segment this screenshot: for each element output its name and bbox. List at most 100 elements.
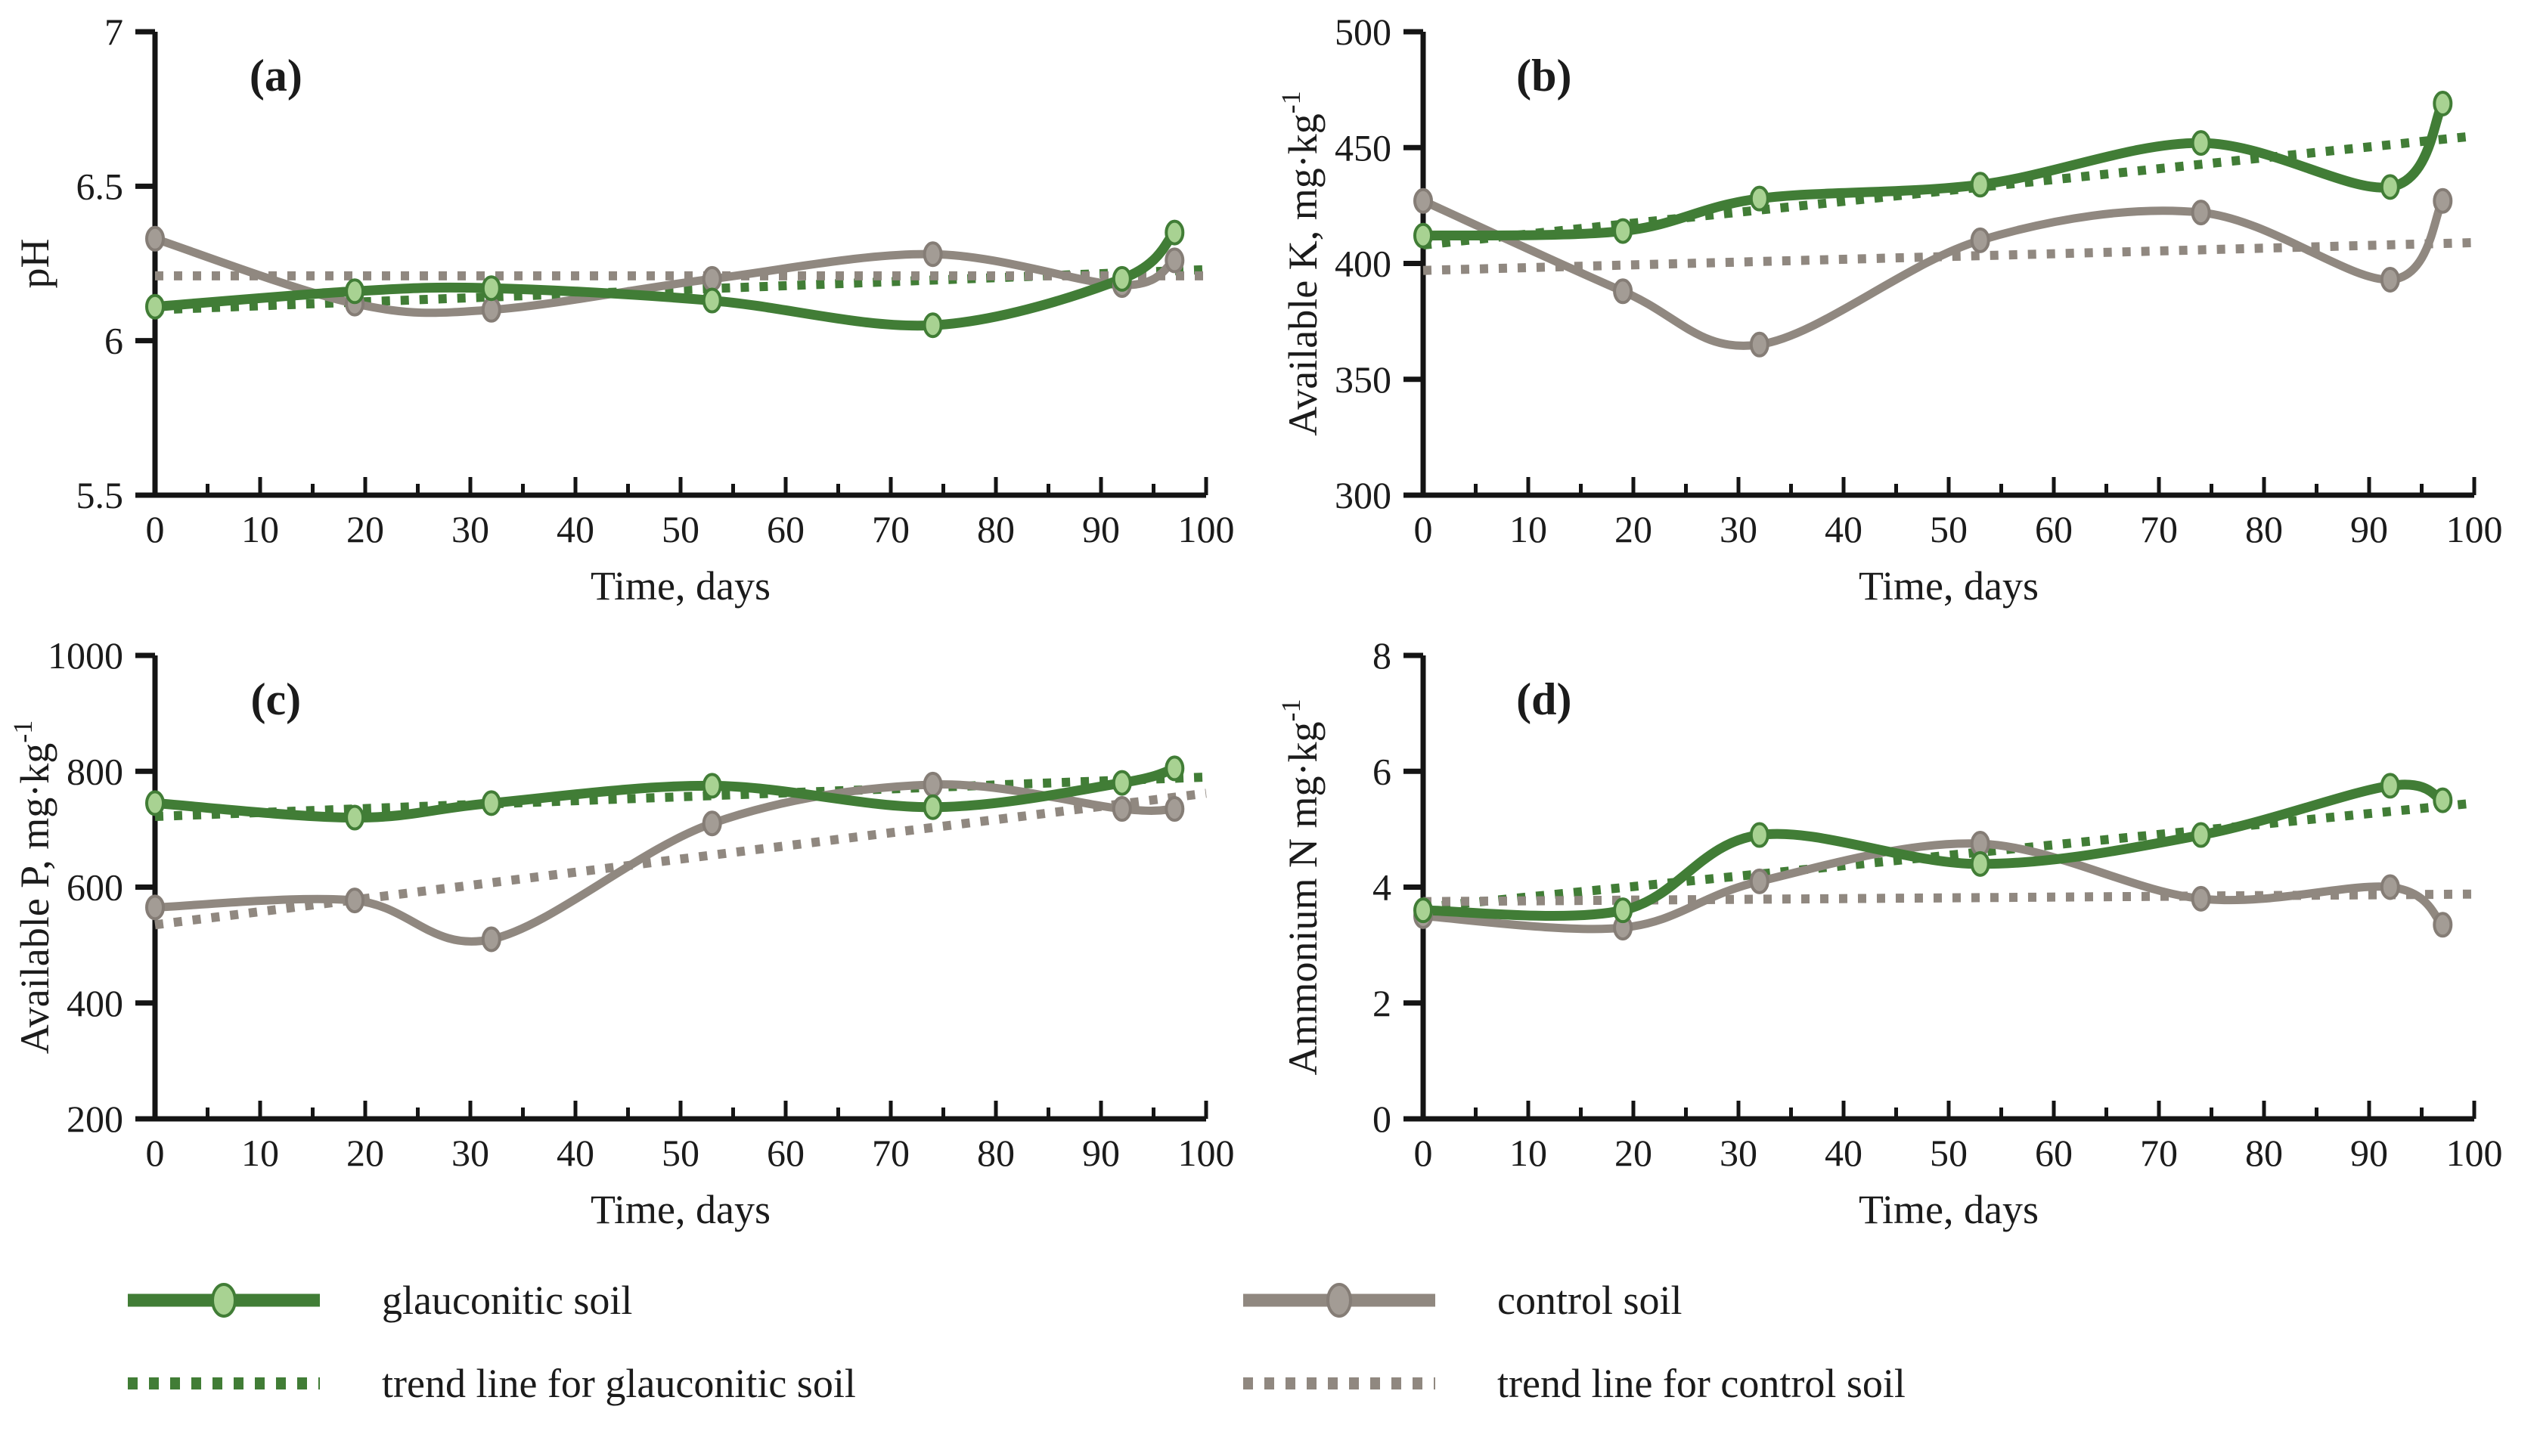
x-axis-ticks: 0 10 20 30 40 50 60 70 80 90 100 bbox=[146, 477, 1235, 550]
x-tick-label: 30 bbox=[451, 1132, 489, 1174]
data-point-marker bbox=[2433, 912, 2453, 938]
data-point-marker bbox=[1970, 172, 1990, 198]
data-point-marker bbox=[2191, 200, 2211, 226]
y-tick-label: 400 bbox=[1335, 243, 1391, 285]
data-point-marker bbox=[1970, 850, 1990, 877]
x-tick-label: 90 bbox=[1082, 1132, 1120, 1174]
y-axis-ticks: 5.5 6 6.5 7 bbox=[76, 11, 155, 516]
data-point-marker bbox=[1112, 265, 1132, 292]
glauconitic-solid-line-swatch bbox=[128, 1283, 320, 1318]
control-solid-line-swatch bbox=[1243, 1283, 1435, 1318]
x-tick-label: 20 bbox=[346, 508, 384, 550]
x-tick-label: 90 bbox=[2350, 1132, 2388, 1174]
legend-label: trend line for glauconitic soil bbox=[382, 1361, 856, 1406]
data-point-marker bbox=[1165, 796, 1185, 822]
x-axis-ticks: 0 10 20 30 40 50 60 70 80 90 100 bbox=[1414, 1101, 2503, 1174]
x-tick-label: 80 bbox=[2245, 1132, 2283, 1174]
y-axis-title: Available K, mg·kg-1 bbox=[1276, 91, 1326, 435]
axis-lines bbox=[152, 32, 1206, 498]
panel-letter: (d) bbox=[1516, 674, 1571, 724]
data-point-marker bbox=[1112, 796, 1132, 822]
x-tick-label: 100 bbox=[2446, 1132, 2503, 1174]
series-markers-control bbox=[1413, 187, 2453, 358]
x-tick-label: 40 bbox=[1825, 508, 1862, 550]
data-point-marker bbox=[923, 794, 943, 820]
x-tick-label: 40 bbox=[1825, 1132, 1862, 1174]
data-point-marker bbox=[1413, 222, 1433, 249]
data-point-marker bbox=[2433, 187, 2453, 214]
x-tick-label: 20 bbox=[1614, 1132, 1652, 1174]
trend-line-glauconitic bbox=[1422, 798, 2475, 912]
data-point-marker bbox=[481, 275, 501, 302]
x-tick-label: 70 bbox=[872, 1132, 910, 1174]
x-axis-ticks: 0 10 20 30 40 50 60 70 80 90 100 bbox=[146, 1101, 1235, 1174]
data-point-marker bbox=[1970, 227, 1990, 253]
x-tick-label: 70 bbox=[2140, 1132, 2178, 1174]
x-tick-label: 40 bbox=[557, 508, 594, 550]
legend: glauconitic soil trend line for glauconi… bbox=[0, 1247, 2537, 1415]
x-tick-label: 90 bbox=[1082, 508, 1120, 550]
x-axis-title: Time, days bbox=[1859, 1187, 2039, 1232]
x-tick-label: 0 bbox=[1414, 508, 1433, 550]
data-point-marker bbox=[2433, 787, 2453, 813]
x-tick-label: 30 bbox=[1720, 508, 1757, 550]
x-tick-label: 100 bbox=[2446, 508, 2503, 550]
data-point-marker bbox=[345, 888, 365, 914]
x-axis-title: Time, days bbox=[591, 563, 771, 609]
y-tick-label: 6 bbox=[104, 320, 123, 362]
chart-c-available-p: 200 400 600 800 1000 0 10 20 30 40 50 60 70 80 90 100 Ti… bbox=[8, 634, 1235, 1232]
data-point-marker bbox=[923, 241, 943, 268]
y-axis-title: Available P, mg·kg-1 bbox=[8, 720, 57, 1054]
axis-lines bbox=[1420, 655, 2474, 1122]
x-tick-label: 70 bbox=[872, 508, 910, 550]
data-point-marker bbox=[481, 926, 501, 953]
x-tick-label: 30 bbox=[1720, 1132, 1757, 1174]
x-axis-ticks: 0 10 20 30 40 50 60 70 80 90 100 bbox=[1414, 477, 2503, 550]
x-tick-label: 100 bbox=[1178, 508, 1235, 550]
series-markers-glauconitic bbox=[145, 755, 1185, 831]
legend-item-trend-glauconitic: trend line for glauconitic soil bbox=[125, 1352, 1195, 1415]
series-markers-glauconitic bbox=[1413, 91, 2453, 249]
data-point-marker bbox=[345, 804, 365, 831]
glauconitic-dotted-line-swatch bbox=[128, 1377, 320, 1389]
data-point-marker bbox=[1749, 822, 1769, 848]
y-tick-label: 4 bbox=[1372, 866, 1391, 909]
x-axis-title: Time, days bbox=[591, 1187, 771, 1232]
series-line-glauconitic bbox=[1418, 98, 2448, 241]
data-point-marker bbox=[345, 278, 365, 305]
data-point-marker bbox=[1749, 331, 1769, 358]
x-tick-label: 60 bbox=[2035, 1132, 2073, 1174]
x-tick-label: 0 bbox=[146, 508, 165, 550]
y-tick-label: 6 bbox=[1372, 750, 1391, 792]
data-point-marker bbox=[1749, 868, 1769, 894]
y-tick-label: 500 bbox=[1335, 11, 1391, 53]
legend-item-glauconitic-soil: glauconitic soil bbox=[125, 1269, 1195, 1332]
x-tick-label: 10 bbox=[1509, 508, 1547, 550]
axes bbox=[152, 655, 1206, 1122]
data-point-marker bbox=[702, 265, 722, 292]
x-tick-label: 60 bbox=[767, 1132, 805, 1174]
legend-label: control soil bbox=[1497, 1278, 1683, 1323]
y-tick-label: 8 bbox=[1372, 634, 1391, 677]
x-tick-label: 80 bbox=[977, 508, 1015, 550]
panel-d: 0 2 4 6 8 0 10 20 30 40 50 60 70 80 90 100 Time, days Amm… bbox=[1268, 624, 2537, 1247]
y-axis-title: pH bbox=[12, 239, 57, 289]
y-tick-label: 6.5 bbox=[76, 165, 124, 207]
data-point-marker bbox=[1112, 770, 1132, 796]
x-tick-label: 30 bbox=[451, 508, 489, 550]
data-point-marker bbox=[702, 287, 722, 314]
data-point-marker bbox=[145, 894, 165, 921]
x-tick-label: 80 bbox=[2245, 508, 2283, 550]
legend-marker bbox=[211, 1283, 237, 1318]
data-point-marker bbox=[2191, 885, 2211, 912]
data-point-marker bbox=[1413, 897, 1433, 924]
x-tick-label: 60 bbox=[2035, 508, 2073, 550]
x-tick-label: 20 bbox=[1614, 508, 1652, 550]
y-tick-label: 0 bbox=[1372, 1098, 1391, 1140]
data-point-marker bbox=[1749, 185, 1769, 212]
data-point-marker bbox=[1165, 219, 1185, 246]
x-tick-label: 0 bbox=[1414, 1132, 1433, 1174]
y-axis-title: Ammonium N mg·kg-1 bbox=[1276, 699, 1326, 1076]
x-tick-label: 10 bbox=[241, 508, 279, 550]
